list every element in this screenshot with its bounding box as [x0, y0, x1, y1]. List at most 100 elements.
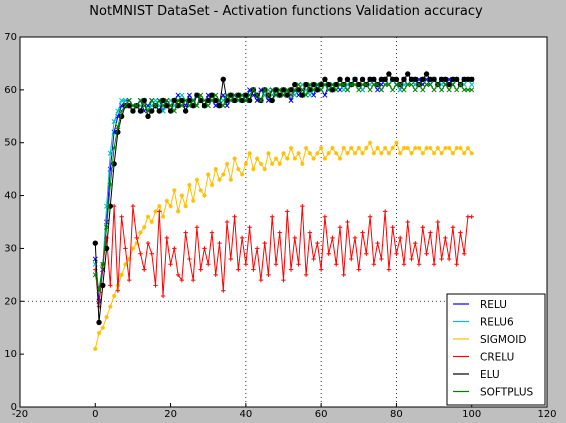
- data-point-crelu: [345, 219, 350, 225]
- data-point-relu6: [307, 92, 313, 98]
- data-point-sigmoid: [243, 161, 249, 167]
- data-point-sigmoid: [202, 193, 207, 198]
- data-point-sigmoid: [138, 230, 143, 235]
- data-point-softplus: [186, 103, 192, 109]
- data-point-sigmoid: [206, 172, 211, 177]
- data-point-softplus: [401, 87, 407, 93]
- x-tick-label: 0: [92, 409, 98, 420]
- data-point-sigmoid: [160, 214, 166, 219]
- data-point-sigmoid: [111, 293, 117, 299]
- data-point-softplus: [201, 97, 208, 103]
- data-point-sigmoid: [367, 140, 373, 145]
- data-point-sigmoid: [405, 145, 410, 151]
- data-point-sigmoid: [93, 346, 98, 352]
- data-point-crelu: [394, 251, 399, 256]
- data-point-sigmoid: [349, 145, 354, 151]
- data-point-sigmoid: [446, 145, 452, 151]
- data-point-softplus: [198, 92, 204, 98]
- data-point-elu: [141, 97, 147, 104]
- data-point-crelu: [145, 240, 151, 246]
- data-point-crelu: [371, 262, 377, 267]
- data-point-softplus: [352, 82, 358, 88]
- grid-layer: [20, 37, 547, 407]
- data-point-softplus: [209, 97, 215, 103]
- data-point-relu: [141, 108, 147, 114]
- data-point-elu: [453, 76, 460, 82]
- data-point-softplus: [318, 87, 324, 93]
- data-point-relu6: [160, 108, 166, 114]
- data-point-softplus: [405, 82, 411, 88]
- data-point-elu: [337, 76, 343, 82]
- data-point-softplus: [442, 82, 448, 88]
- data-point-sigmoid: [382, 145, 388, 151]
- data-point-relu6: [461, 82, 467, 88]
- data-point-elu: [469, 76, 475, 82]
- data-point-sigmoid: [183, 203, 188, 209]
- data-point-crelu: [217, 240, 222, 246]
- data-point-relu6: [412, 82, 418, 88]
- data-point-elu: [179, 97, 185, 104]
- data-point-elu: [167, 108, 174, 114]
- data-point-crelu: [379, 256, 384, 262]
- data-point-sigmoid: [104, 314, 109, 320]
- data-point-crelu: [254, 246, 260, 251]
- data-point-sigmoid: [379, 151, 384, 156]
- data-point-sigmoid: [461, 151, 467, 156]
- data-point-softplus: [239, 92, 245, 98]
- data-point-crelu: [198, 267, 203, 272]
- data-point-softplus: [314, 82, 320, 88]
- data-point-softplus: [104, 224, 110, 230]
- data-point-elu: [216, 103, 223, 109]
- data-point-elu: [228, 92, 234, 98]
- data-point-relu: [311, 92, 317, 98]
- data-point-softplus: [280, 92, 287, 98]
- data-point-softplus: [175, 97, 181, 103]
- data-point-softplus: [299, 87, 305, 93]
- data-point-softplus: [356, 87, 362, 93]
- data-point-sigmoid: [428, 145, 433, 151]
- data-point-elu: [329, 87, 336, 93]
- data-point-relu6: [401, 82, 407, 88]
- data-point-sigmoid: [270, 161, 275, 167]
- data-point-crelu: [300, 203, 305, 209]
- data-point-elu: [442, 76, 449, 82]
- data-point-softplus: [220, 103, 226, 109]
- data-point-sigmoid: [266, 151, 271, 156]
- data-point-crelu: [424, 251, 429, 256]
- data-point-sigmoid: [375, 145, 380, 151]
- data-point-sigmoid: [157, 203, 162, 209]
- data-point-crelu: [262, 240, 267, 246]
- y-tick-label: 60: [4, 85, 17, 96]
- data-point-sigmoid: [341, 145, 346, 151]
- data-point-sigmoid: [409, 151, 414, 156]
- data-point-crelu: [239, 235, 245, 241]
- data-point-crelu: [397, 235, 403, 241]
- data-point-crelu: [315, 240, 320, 246]
- data-point-sigmoid: [281, 151, 286, 156]
- data-point-sigmoid: [254, 156, 260, 161]
- x-tick-label: -20: [12, 409, 28, 420]
- data-point-elu: [303, 81, 309, 88]
- data-point-softplus: [137, 97, 144, 103]
- data-point-softplus: [390, 87, 396, 93]
- data-point-softplus: [232, 92, 238, 98]
- data-point-relu: [288, 97, 294, 103]
- data-point-sigmoid: [394, 140, 399, 145]
- data-point-relu6: [469, 82, 475, 88]
- data-point-crelu: [168, 262, 173, 267]
- data-point-elu: [352, 76, 358, 82]
- data-point-softplus: [168, 103, 174, 109]
- data-point-crelu: [138, 251, 143, 256]
- data-point-relu: [186, 92, 192, 98]
- data-point-softplus: [107, 182, 113, 188]
- data-point-sigmoid: [311, 156, 316, 161]
- data-point-elu: [92, 240, 98, 246]
- data-point-crelu: [285, 209, 290, 214]
- data-point-crelu: [454, 262, 459, 267]
- data-point-crelu: [349, 256, 354, 262]
- data-point-softplus: [337, 82, 343, 88]
- data-point-crelu: [281, 277, 286, 283]
- data-point-elu: [333, 81, 339, 88]
- data-point-softplus: [363, 82, 369, 88]
- data-point-softplus: [250, 87, 256, 93]
